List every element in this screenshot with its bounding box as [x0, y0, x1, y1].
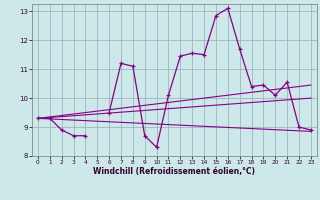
X-axis label: Windchill (Refroidissement éolien,°C): Windchill (Refroidissement éolien,°C)	[93, 167, 255, 176]
